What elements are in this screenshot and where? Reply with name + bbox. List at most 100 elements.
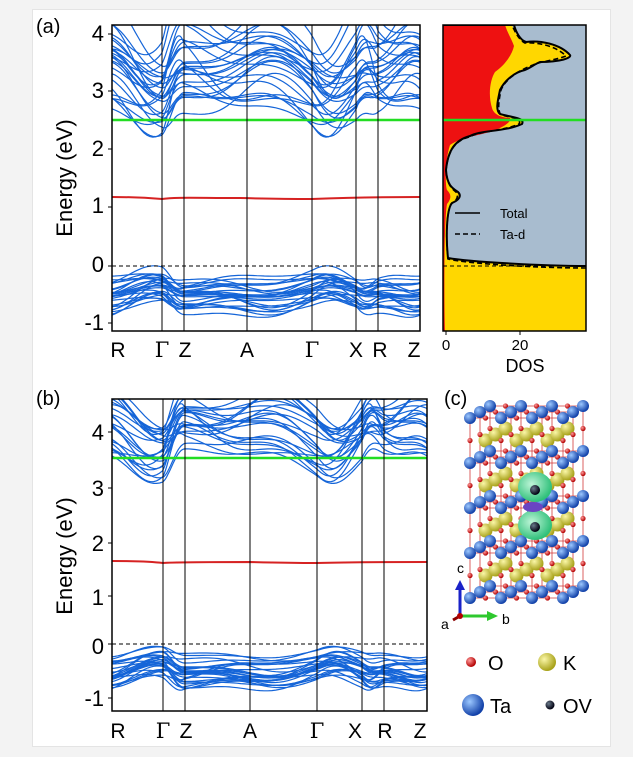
tantalum-atom (474, 541, 486, 553)
plot-frame-dos (442, 24, 587, 332)
oxygen-atom (502, 583, 509, 589)
tantalum-atom (515, 580, 527, 592)
oxygen-atom (523, 409, 530, 415)
defect-band-a (111, 196, 421, 201)
band-line (112, 292, 420, 310)
potassium-atom-icon (538, 653, 556, 671)
axis-label-a: a (441, 616, 449, 632)
kpoint-label: R (372, 339, 387, 362)
tantalum-atom (464, 547, 476, 559)
band-line (112, 673, 427, 691)
tantalum-atom (505, 541, 517, 553)
ytick-label: 4 (92, 21, 104, 46)
tantalum-atom (536, 406, 548, 418)
tantalum-atom (567, 406, 579, 418)
band-line (112, 25, 409, 100)
kpoint-label: Γ (155, 338, 170, 362)
dos-fills (443, 25, 586, 331)
dos-xtick-marks (445, 331, 521, 335)
oxygen-atom-icon (466, 657, 476, 667)
dos-xtick-label: 20 (512, 337, 529, 354)
oxygen-atom (554, 454, 561, 460)
ylabel-a: Energy (eV) (52, 119, 77, 236)
oxygen-atom (564, 448, 571, 454)
tantalum-atom-icon (462, 694, 484, 716)
oxygen-atom (487, 560, 493, 567)
kpoint-label: R (110, 339, 125, 362)
potassium-atom (560, 511, 575, 526)
oxygen-atom (508, 566, 514, 573)
tantalum-atom (495, 592, 507, 604)
ytick-label: -1 (84, 686, 104, 711)
oxygen-atom (518, 425, 524, 432)
oxygen-atom (467, 437, 473, 444)
dos-plot: Total Ta-d 0 20 DOS (442, 24, 587, 376)
tantalum-atom (505, 451, 517, 463)
oxygen-atom (467, 482, 473, 489)
band-line (112, 645, 427, 664)
oxygen-atom (482, 550, 489, 556)
panel-label-b: (b) (36, 388, 60, 410)
oxygen-atom (570, 431, 576, 438)
oxygen-atom (554, 544, 561, 550)
tantalum-atom (557, 592, 569, 604)
panel-label-a: (a) (36, 16, 60, 38)
oxygen-atom (544, 505, 551, 511)
legend-o-label: O (488, 653, 504, 675)
tantalum-atom (515, 445, 527, 457)
potassium-atom (498, 511, 513, 526)
tantalum-atom (526, 547, 538, 559)
oxygen-atom (482, 595, 489, 601)
band-line (112, 35, 420, 89)
oxygen-atom (539, 566, 545, 573)
crystal-structure: c b a O K Ta OV (441, 400, 593, 718)
oxygen-atom (502, 538, 509, 544)
band-line (112, 51, 420, 98)
potassium-atom (560, 421, 575, 436)
oxygen-atom (487, 425, 493, 432)
tantalum-atom (484, 535, 496, 547)
kpoint-label: Z (180, 720, 193, 743)
band-line (130, 25, 397, 68)
oxygen-atom (502, 493, 509, 499)
oxygen-atom (580, 560, 586, 567)
ytick-label: 3 (92, 476, 104, 501)
oxygen-atom (544, 595, 551, 601)
oxygen-atom (533, 583, 540, 589)
ytick-label: 1 (92, 585, 104, 610)
band-line (112, 25, 420, 65)
oxygen-atom (554, 589, 561, 595)
ytick-label: 2 (92, 136, 104, 161)
dos-red-region (443, 25, 514, 331)
oxygen-atom (467, 572, 473, 579)
tantalum-atom (577, 400, 589, 412)
oxygen-vacancy-isosurface (518, 472, 552, 540)
tantalum-atom (567, 541, 579, 553)
band-line (120, 399, 411, 442)
band-structure-b: 4 3 2 1 0 -1 Energy (eV) R Γ Z A Γ X R Z (52, 398, 428, 743)
band-line (112, 25, 420, 73)
band-line (112, 35, 420, 106)
tantalum-atom (464, 457, 476, 469)
ytick-marks-b (108, 431, 112, 699)
b-axis-arrowhead (487, 611, 498, 621)
band-line (112, 432, 427, 457)
band-line (112, 646, 427, 659)
tantalum-atom (464, 502, 476, 514)
oxygen-atom (523, 589, 530, 595)
axis-label-c: c (457, 560, 464, 576)
oxygen-atom (492, 409, 499, 415)
oxygen-atom (492, 499, 499, 505)
oxygen-atom (570, 566, 576, 573)
oxygen-atom (498, 527, 504, 534)
tantalum-atom (577, 535, 589, 547)
band-structure-a: 4 3 2 1 0 -1 Energy (eV) R Γ Z A Γ X R Z (52, 21, 421, 362)
potassium-atom (529, 421, 544, 436)
oxygen-atom (564, 403, 571, 409)
kpoint-label: Z (414, 720, 427, 743)
band-line (112, 81, 420, 126)
band-line (112, 674, 427, 687)
tantalum-atom (577, 490, 589, 502)
band-line (112, 277, 420, 294)
dos-xlabel: DOS (505, 356, 544, 376)
